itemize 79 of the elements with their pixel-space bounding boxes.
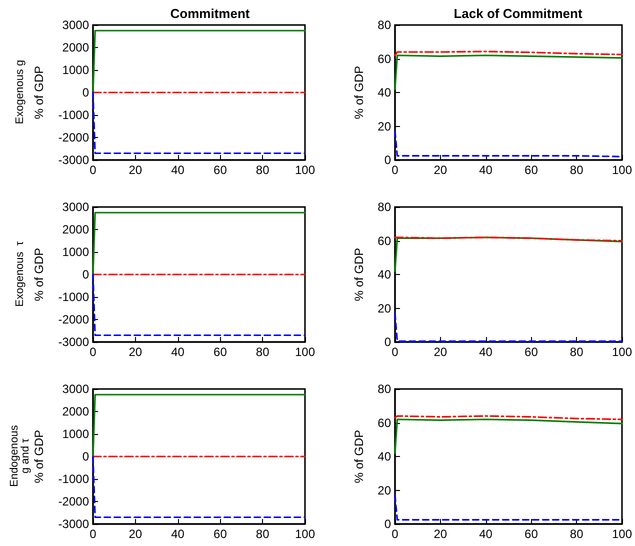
x-tick-label: 40	[171, 163, 185, 177]
y-tick-label: 2000	[62, 404, 90, 418]
y-tick-label: -1000	[58, 472, 90, 486]
y-tick-label: 0	[384, 517, 392, 531]
y-tick-label: 2000	[62, 222, 90, 236]
y-tick-label: 60	[378, 416, 392, 430]
x-tick-label: 80	[256, 163, 270, 177]
x-tick-label: 100	[294, 345, 316, 359]
x-tick-label: 60	[524, 345, 538, 359]
x-tick-label: 20	[434, 527, 448, 541]
line-series	[394, 418, 623, 454]
y-tick-label: 1000	[62, 63, 90, 77]
y-tick-label: 0	[82, 450, 90, 464]
y-tick-label: -2000	[58, 494, 90, 508]
line-series	[394, 54, 623, 90]
x-tick-label: 60	[524, 163, 538, 177]
y-tick-label: -1000	[58, 290, 90, 304]
y-tick-label: 40	[378, 268, 392, 282]
y-tick-label: 40	[378, 86, 392, 100]
y-tick-label: -2000	[58, 130, 90, 144]
y-tick-label: 0	[82, 86, 90, 100]
y-tick-label: -2000	[58, 312, 90, 326]
y-tick-label: 3000	[62, 18, 90, 32]
text: Endogenous g and τ	[8, 424, 32, 487]
chart-title: Commitment	[170, 6, 250, 21]
x-tick-label: 20	[128, 345, 142, 359]
y-axis-title: % of GDP	[352, 66, 366, 120]
y-tick-label: 60	[378, 52, 392, 66]
x-tick-label: 20	[128, 163, 142, 177]
y-tick-label: 1000	[62, 427, 90, 441]
y-tick-label: -3000	[58, 335, 90, 349]
x-tick-label: 40	[171, 527, 185, 541]
y-tick-label: 0	[82, 268, 90, 282]
x-tick-label: 60	[524, 527, 538, 541]
x-tick-label: 100	[612, 345, 632, 359]
y-tick-label: 40	[378, 450, 392, 464]
x-tick-label: 60	[214, 163, 228, 177]
text: Exogenous τ	[14, 240, 26, 307]
x-tick-label: 80	[570, 163, 584, 177]
x-tick-label: 60	[214, 527, 228, 541]
x-tick-label: 80	[570, 527, 584, 541]
y-tick-label: 1000	[62, 245, 90, 259]
text: Exogenous g	[14, 60, 26, 124]
y-tick-label: 3000	[62, 200, 90, 214]
x-tick-label: 20	[128, 527, 142, 541]
y-tick-label: -3000	[58, 153, 90, 167]
y-tick-label: 3000	[62, 382, 90, 396]
y-axis-title: % of GDP	[32, 66, 46, 120]
x-tick-label: 40	[479, 527, 493, 541]
y-axis-title: % of GDP	[32, 430, 46, 484]
y-tick-label: 0	[384, 153, 392, 167]
y-tick-label: 80	[378, 382, 392, 396]
x-tick-label: 100	[612, 527, 632, 541]
x-tick-label: 80	[256, 345, 270, 359]
x-tick-label: 40	[479, 345, 493, 359]
x-tick-label: 20	[434, 163, 448, 177]
x-tick-label: 40	[479, 163, 493, 177]
y-tick-label: 0	[384, 335, 392, 349]
y-tick-label: 60	[378, 234, 392, 248]
x-tick-label: 100	[612, 163, 632, 177]
x-tick-label: 100	[294, 163, 316, 177]
y-tick-label: 20	[378, 483, 392, 498]
chart-title: Lack of Commitment	[454, 6, 583, 21]
x-tick-label: 20	[434, 345, 448, 359]
x-tick-label: 80	[256, 527, 270, 541]
y-tick-label: 80	[378, 200, 392, 214]
y-tick-label: 80	[378, 18, 392, 32]
y-tick-label: 2000	[62, 40, 90, 54]
y-axis-title: % of GDP	[352, 430, 366, 484]
y-tick-label: -3000	[58, 517, 90, 531]
x-tick-label: 100	[294, 527, 316, 541]
x-tick-label: 60	[214, 345, 228, 359]
y-tick-label: -1000	[58, 108, 90, 122]
y-tick-label: 20	[378, 119, 392, 134]
x-tick-label: 40	[171, 345, 185, 359]
y-tick-label: 20	[378, 301, 392, 316]
y-axis-title: % of GDP	[32, 248, 46, 302]
y-axis-title: % of GDP	[352, 248, 366, 302]
x-tick-label: 80	[570, 345, 584, 359]
